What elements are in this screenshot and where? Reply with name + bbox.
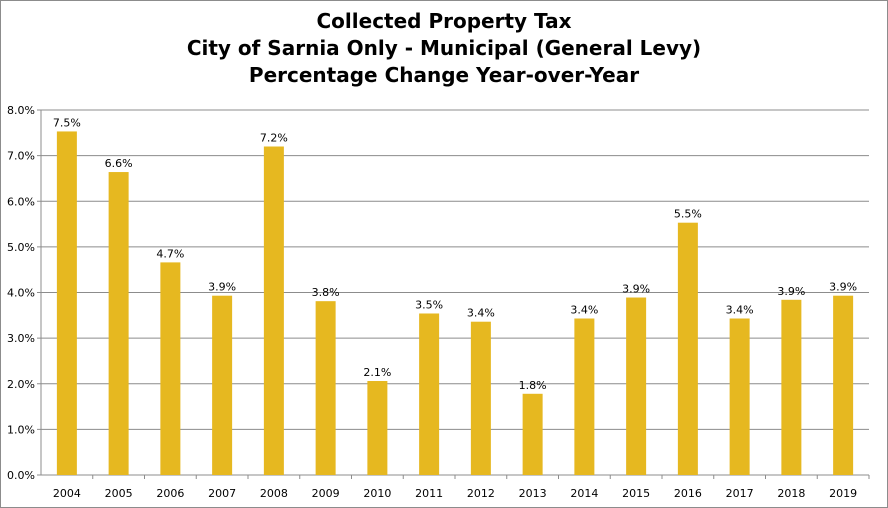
data-label-2006: 4.7% <box>156 247 184 260</box>
y-tick-label: 3.0% <box>7 332 35 345</box>
data-label-2008: 7.2% <box>260 132 288 145</box>
data-label-2015: 3.9% <box>622 283 650 296</box>
x-tick-label-2014: 2014 <box>570 487 598 500</box>
y-tick-label: 6.0% <box>7 195 35 208</box>
x-tick-label-2008: 2008 <box>260 487 288 500</box>
y-tick-label: 4.0% <box>7 287 35 300</box>
x-tick-label-2004: 2004 <box>53 487 81 500</box>
bar-2014 <box>574 318 595 475</box>
x-tick-label-2013: 2013 <box>519 487 547 500</box>
y-tick-label: 2.0% <box>7 378 35 391</box>
data-label-2005: 6.6% <box>105 157 133 170</box>
data-label-2014: 3.4% <box>570 304 598 317</box>
y-tick-label: 8.0% <box>7 104 35 117</box>
x-tick-label-2009: 2009 <box>312 487 340 500</box>
bar-2013 <box>522 393 543 475</box>
x-tick-label-2016: 2016 <box>674 487 702 500</box>
y-tick-label: 1.0% <box>7 423 35 436</box>
chart-title-line-2: City of Sarnia Only - Municipal (General… <box>186 36 702 60</box>
chart-title-line-1: Collected Property Tax <box>316 9 572 33</box>
data-label-2010: 2.1% <box>363 366 391 379</box>
bar-2010 <box>367 381 388 475</box>
data-label-2019: 3.9% <box>829 281 857 294</box>
bar-2018 <box>781 299 802 475</box>
data-label-2004: 7.5% <box>53 116 81 129</box>
data-label-2017: 3.4% <box>726 304 754 317</box>
y-tick-label: 7.0% <box>7 150 35 163</box>
bar-2012 <box>470 321 491 475</box>
x-tick-label-2012: 2012 <box>467 487 495 500</box>
bar-2004 <box>56 131 77 475</box>
x-tick-label-2015: 2015 <box>622 487 650 500</box>
bar-2007 <box>212 295 233 475</box>
x-tick-label-2017: 2017 <box>726 487 754 500</box>
bar-2008 <box>263 146 284 475</box>
bar-2005 <box>108 172 129 476</box>
chart-title: Collected Property Tax City of Sarnia On… <box>0 8 888 89</box>
bar-2011 <box>419 313 440 475</box>
data-label-2012: 3.4% <box>467 307 495 320</box>
data-label-2009: 3.8% <box>312 286 340 299</box>
data-label-2018: 3.9% <box>777 285 805 298</box>
x-tick-label-2018: 2018 <box>777 487 805 500</box>
x-tick-label-2006: 2006 <box>156 487 184 500</box>
x-tick-label-2011: 2011 <box>415 487 443 500</box>
bar-2009 <box>315 301 336 475</box>
bar-2019 <box>833 295 854 475</box>
bar-2017 <box>729 318 750 475</box>
x-tick-label-2005: 2005 <box>105 487 133 500</box>
y-tick-label: 0.0% <box>7 469 35 482</box>
data-label-2007: 3.9% <box>208 281 236 294</box>
x-tick-label-2007: 2007 <box>208 487 236 500</box>
data-label-2011: 3.5% <box>415 298 443 311</box>
data-label-2016: 5.5% <box>674 208 702 221</box>
y-tick-label: 5.0% <box>7 241 35 254</box>
bar-2016 <box>677 222 698 475</box>
bar-2006 <box>160 262 181 475</box>
data-label-2013: 1.8% <box>519 379 547 392</box>
x-tick-label-2019: 2019 <box>829 487 857 500</box>
x-tick-label-2010: 2010 <box>363 487 391 500</box>
bar-2015 <box>626 297 647 475</box>
chart-title-line-3: Percentage Change Year-over-Year <box>248 63 640 87</box>
